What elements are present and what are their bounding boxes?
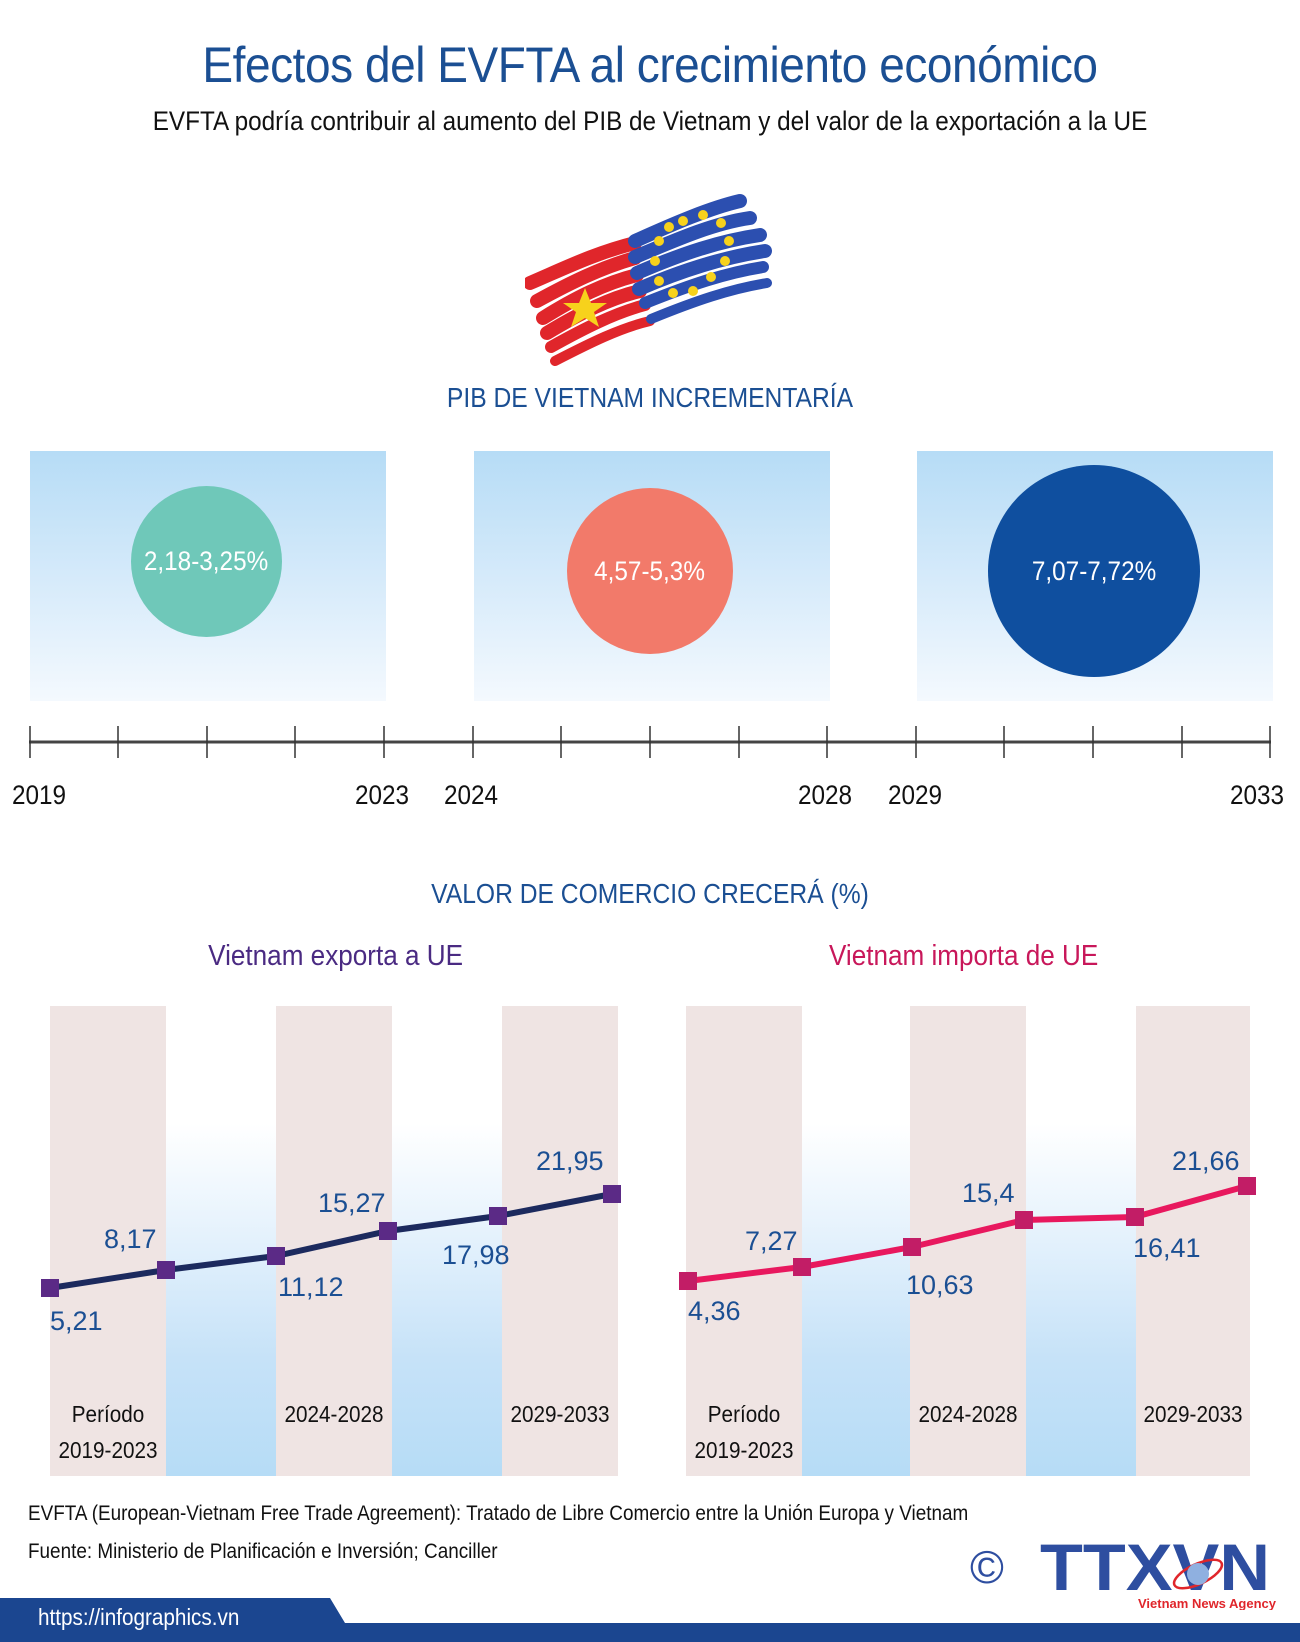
export-band-2 [166, 1006, 276, 1476]
gdp-section-title: PIB DE VIETNAM INCREMENTARÍA [446, 382, 854, 413]
export-chart-title: Vietnam exporta a UE [208, 940, 464, 972]
gdp-value-period-1: 2,18-3,25% [144, 546, 269, 576]
vietnam-eu-flags-icon [525, 194, 772, 366]
timeline-year-2024: 2024 [444, 780, 499, 810]
trade-section-title: VALOR DE COMERCIO CRECERÁ (%) [431, 878, 869, 909]
export-band-5 [502, 1006, 618, 1476]
export-markers [41, 1185, 621, 1297]
export-line [49, 1191, 613, 1291]
import-period-3: 2029-2033 [1143, 1401, 1243, 1427]
import-value-4: 15,4 [962, 1178, 1015, 1208]
import-band-5 [1136, 1006, 1250, 1476]
ttxvn-logo: TTXVN Vietnam News Agency [1040, 1538, 1276, 1610]
timeline-axis [29, 726, 1271, 758]
import-line [687, 1183, 1248, 1284]
import-period-2: 2024-2028 [918, 1401, 1018, 1427]
import-band-2 [802, 1006, 910, 1476]
gdp-value-period-3: 7,07-7,72% [1031, 555, 1157, 586]
export-value-3: 11,12 [278, 1272, 344, 1302]
gdp-value-period-2: 4,57-5,3% [594, 555, 706, 586]
gdp-bubble-period-3: 7,07-7,72% [988, 465, 1200, 677]
timeline-year-2019: 2019 [12, 780, 67, 810]
import-value-1: 4,36 [688, 1296, 741, 1326]
copyright-icon: © [970, 1541, 1004, 1593]
ttxvn-logo-text: TTXVN [1040, 1538, 1270, 1604]
export-value-6: 21,95 [536, 1146, 604, 1176]
export-period-2: 2024-2028 [284, 1401, 384, 1427]
import-value-6: 21,66 [1172, 1146, 1240, 1176]
export-value-5: 17,98 [442, 1240, 510, 1270]
gdp-bubble-period-1: 2,18-3,25% [131, 486, 282, 637]
ttxvn-tagline: Vietnam News Agency [1138, 1596, 1276, 1610]
timeline-year-2029: 2029 [888, 780, 943, 810]
import-value-2: 7,27 [745, 1226, 798, 1256]
export-value-2: 8,17 [104, 1224, 157, 1254]
export-value-4: 15,27 [318, 1188, 386, 1218]
export-band-4 [392, 1006, 502, 1476]
page-subtitle: EVFTA podría contribuir al aumento del P… [152, 106, 1148, 136]
import-markers [679, 1177, 1256, 1290]
export-period-1-range: 2019-2023 [58, 1437, 158, 1463]
import-period-1-prefix: Período [707, 1401, 781, 1427]
import-value-5: 16,41 [1133, 1233, 1201, 1263]
footer-url-link[interactable]: https://infographics.vn [38, 1604, 240, 1630]
import-period-1: Período 2019-2023 [692, 1396, 796, 1468]
export-value-1: 5,21 [50, 1306, 103, 1336]
trade-line-charts [41, 1177, 1256, 1297]
eu-stars-icon [650, 210, 734, 298]
import-band-4 [1026, 1006, 1136, 1476]
import-chart-title: Vietnam importa de UE [828, 940, 1099, 972]
timeline-year-2023: 2023 [355, 780, 410, 810]
source-note: Fuente: Ministerio de Planificación e In… [28, 1540, 498, 1563]
vietnam-star-icon [563, 288, 607, 327]
import-band-1 [686, 1006, 802, 1476]
gdp-bubble-period-2: 4,57-5,3% [567, 488, 733, 654]
evfta-definition-note: EVFTA (European-Vietnam Free Trade Agree… [28, 1502, 969, 1525]
import-value-3: 10,63 [906, 1270, 974, 1300]
export-period-1-prefix: Período [71, 1401, 145, 1427]
timeline-year-2033: 2033 [1230, 780, 1285, 810]
page-title: Efectos del EVFTA al crecimiento económi… [202, 37, 1098, 93]
export-period-3: 2029-2033 [510, 1401, 610, 1427]
import-period-1-range: 2019-2023 [694, 1437, 794, 1463]
timeline-year-2028: 2028 [798, 780, 853, 810]
export-band-1 [50, 1006, 166, 1476]
export-period-1: Período 2019-2023 [56, 1396, 160, 1468]
